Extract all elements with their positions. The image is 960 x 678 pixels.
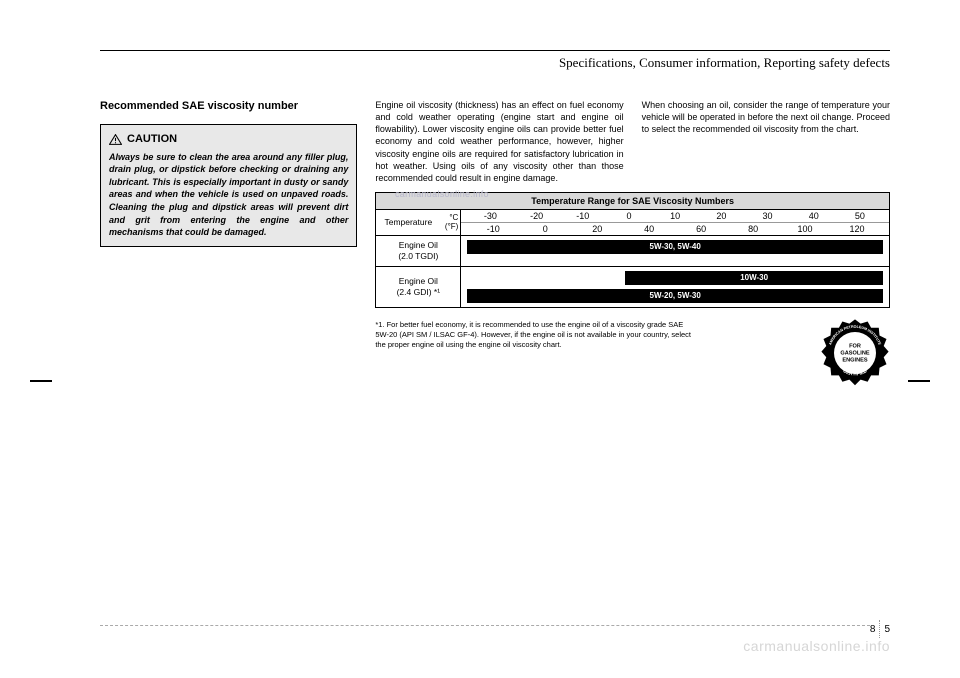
caution-label: CAUTION xyxy=(127,132,177,147)
celsius-value: -30 xyxy=(467,211,513,221)
footer-dashed-line xyxy=(100,625,870,626)
oil-row: Engine Oil(2.4 GDI) *¹ 10W-30 5W-20, 5W-30 xyxy=(376,267,889,307)
fahrenheit-value: 120 xyxy=(831,224,883,234)
column-right-group: Engine oil viscosity (thickness) has an … xyxy=(375,99,890,349)
caution-body: Always be sure to clean the area around … xyxy=(109,151,348,239)
oil-label-line1: Engine Oil xyxy=(382,276,454,287)
watermark-overlay: carmanualsonline.info xyxy=(395,189,489,199)
celsius-value: -10 xyxy=(560,211,606,221)
svg-text:ENGINES: ENGINES xyxy=(842,357,867,363)
column-3-text: When choosing an oil, consider the range… xyxy=(642,99,890,184)
celsius-value: 10 xyxy=(652,211,698,221)
oil-row-label: Engine Oil(2.4 GDI) *¹ xyxy=(376,267,461,307)
oil-bar-container: 5W-30, 5W-40 xyxy=(461,236,889,266)
oil-bar-container: 10W-30 5W-20, 5W-30 xyxy=(461,267,889,307)
celsius-value: -20 xyxy=(514,211,560,221)
temperature-label-cell: Temperature °C (°F) xyxy=(376,210,461,235)
crop-mark-left xyxy=(30,380,52,382)
caution-box: CAUTION Always be sure to clean the area… xyxy=(100,124,357,247)
column-2-text: Engine oil viscosity (thickness) has an … xyxy=(375,99,623,184)
crop-mark-right xyxy=(908,380,930,382)
fahrenheit-value: 60 xyxy=(675,224,727,234)
celsius-value: 40 xyxy=(791,211,837,221)
oil-label-line1: Engine Oil xyxy=(382,240,454,251)
page-divider xyxy=(879,620,880,638)
api-certified-badge: AMERICAN PETROLEUM INSTITUTE CERTIFIED F… xyxy=(820,318,890,388)
right-top-columns: Engine oil viscosity (thickness) has an … xyxy=(375,99,890,184)
content-columns: Recommended SAE viscosity number CAUTION… xyxy=(100,99,890,349)
temperature-scale: -30-20-1001020304050 -10020406080100120 xyxy=(461,210,889,235)
unit-celsius: °C xyxy=(436,213,458,222)
watermark: carmanualsonline.info xyxy=(743,638,890,654)
below-table-block: *1. For better fuel economy, it is recom… xyxy=(375,314,890,349)
temperature-row: Temperature °C (°F) -30-20-1001020304050… xyxy=(376,210,889,236)
temperature-label: Temperature xyxy=(376,217,436,227)
footnote: *1. For better fuel economy, it is recom… xyxy=(375,320,694,349)
oil-viscosity-bar: 5W-20, 5W-30 xyxy=(467,289,883,303)
page-number: 8 5 xyxy=(870,620,890,638)
oil-viscosity-bar: 5W-30, 5W-40 xyxy=(467,240,883,254)
celsius-value: 20 xyxy=(698,211,744,221)
celsius-value: 0 xyxy=(606,211,652,221)
fahrenheit-value: 40 xyxy=(623,224,675,234)
temperature-units: °C (°F) xyxy=(436,213,460,231)
fahrenheit-value: 0 xyxy=(519,224,571,234)
fahrenheit-scale: -10020406080100120 xyxy=(461,222,889,235)
celsius-value: 50 xyxy=(837,211,883,221)
caution-header: CAUTION xyxy=(109,132,348,147)
fahrenheit-value: 80 xyxy=(727,224,779,234)
section-title: Recommended SAE viscosity number xyxy=(100,99,357,114)
unit-fahrenheit: (°F) xyxy=(436,222,458,231)
svg-text:FOR: FOR xyxy=(849,343,861,349)
oil-viscosity-bar: 10W-30 xyxy=(625,271,883,285)
oil-row: Engine Oil(2.0 TGDI) 5W-30, 5W-40 xyxy=(376,236,889,267)
warning-icon xyxy=(109,134,122,145)
oil-rows: Engine Oil(2.0 TGDI)5W-30, 5W-40Engine O… xyxy=(376,236,889,307)
column-1: Recommended SAE viscosity number CAUTION… xyxy=(100,99,357,349)
celsius-value: 30 xyxy=(744,211,790,221)
oil-row-label: Engine Oil(2.0 TGDI) xyxy=(376,236,461,266)
fahrenheit-value: -10 xyxy=(467,224,519,234)
fahrenheit-value: 20 xyxy=(571,224,623,234)
svg-text:GASOLINE: GASOLINE xyxy=(840,350,869,356)
celsius-scale: -30-20-1001020304050 xyxy=(461,210,889,222)
page-num-value: 5 xyxy=(884,624,890,635)
page-section: 8 xyxy=(870,624,876,635)
page-header: Specifications, Consumer information, Re… xyxy=(100,55,890,71)
oil-label-line2: (2.4 GDI) *¹ xyxy=(382,287,454,298)
viscosity-table: Temperature Range for SAE Viscosity Numb… xyxy=(375,192,890,308)
fahrenheit-value: 100 xyxy=(779,224,831,234)
oil-label-line2: (2.0 TGDI) xyxy=(382,251,454,262)
header-rule xyxy=(100,50,890,51)
